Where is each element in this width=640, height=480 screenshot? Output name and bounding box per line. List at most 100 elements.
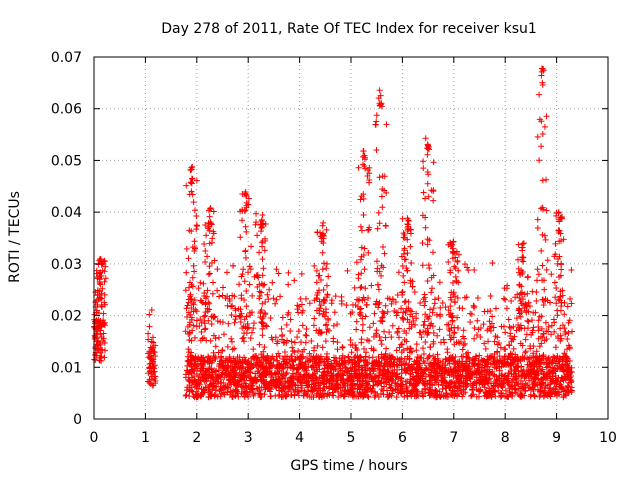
data-point — [261, 391, 268, 398]
data-point — [228, 335, 235, 342]
data-point — [533, 297, 540, 304]
data-point — [474, 365, 481, 372]
data-point — [273, 382, 280, 389]
data-point — [229, 302, 236, 309]
data-point — [362, 371, 369, 378]
data-point — [481, 392, 488, 399]
data-point — [495, 387, 502, 394]
data-point — [295, 328, 302, 335]
data-point — [406, 364, 413, 371]
x-tick-label: 8 — [501, 430, 510, 446]
data-point — [94, 307, 101, 314]
data-point — [445, 321, 452, 328]
data-point — [537, 368, 544, 375]
data-point — [415, 392, 422, 399]
data-point — [92, 351, 99, 358]
data-point — [183, 182, 190, 189]
data-point — [102, 263, 109, 270]
data-point — [223, 269, 230, 276]
data-point — [98, 261, 105, 268]
data-point — [507, 350, 514, 357]
data-point — [274, 338, 281, 345]
data-point — [476, 352, 483, 359]
data-point — [316, 362, 323, 369]
data-point — [434, 332, 441, 339]
data-point — [241, 393, 248, 400]
data-point — [229, 393, 236, 400]
data-point — [328, 297, 335, 304]
data-point — [519, 384, 526, 391]
data-point — [202, 258, 209, 265]
data-point — [322, 338, 329, 345]
data-point — [484, 391, 491, 398]
data-point — [323, 383, 330, 390]
data-point — [232, 313, 239, 320]
data-point — [150, 339, 157, 346]
data-point — [545, 323, 552, 330]
data-point — [215, 374, 222, 381]
data-point — [200, 280, 207, 287]
data-point — [481, 340, 488, 347]
data-point — [331, 309, 338, 316]
data-point — [183, 269, 190, 276]
data-point — [424, 355, 431, 362]
data-point — [323, 260, 330, 267]
data-point — [203, 374, 210, 381]
data-point — [298, 382, 305, 389]
data-point — [214, 266, 221, 273]
data-point — [342, 358, 349, 365]
data-point — [226, 353, 233, 360]
data-point — [242, 254, 249, 261]
data-point — [191, 247, 198, 254]
data-point — [486, 369, 493, 376]
data-point — [553, 380, 560, 387]
data-point — [316, 326, 323, 333]
data-point — [198, 362, 205, 369]
data-point — [328, 370, 335, 377]
data-point — [569, 328, 576, 335]
data-point — [437, 311, 444, 318]
data-point — [549, 358, 556, 365]
data-point — [256, 384, 263, 391]
data-point — [386, 329, 393, 336]
data-point — [201, 334, 208, 341]
data-point — [529, 327, 536, 334]
data-point — [314, 368, 321, 375]
data-point — [390, 361, 397, 368]
data-point — [389, 377, 396, 384]
data-point — [293, 369, 300, 376]
data-point — [309, 362, 316, 369]
data-point — [298, 301, 305, 308]
data-point — [302, 339, 309, 346]
data-point — [188, 166, 195, 173]
data-point — [251, 320, 258, 327]
data-point — [376, 361, 383, 368]
data-point — [197, 279, 204, 286]
data-point — [311, 262, 318, 269]
data-point — [460, 333, 467, 340]
data-point — [207, 337, 214, 344]
data-point — [496, 378, 503, 385]
data-point — [343, 375, 350, 382]
data-point — [282, 370, 289, 377]
data-point — [310, 381, 317, 388]
data-point — [279, 314, 286, 321]
data-point — [548, 390, 555, 397]
data-point — [506, 342, 513, 349]
data-point — [409, 390, 416, 397]
data-point — [230, 379, 237, 386]
data-point — [464, 377, 471, 384]
data-point — [320, 393, 327, 400]
data-point — [390, 354, 397, 361]
data-point — [350, 393, 357, 400]
data-point — [376, 368, 383, 375]
data-point — [233, 360, 240, 367]
x-tick-label: 3 — [244, 430, 253, 446]
data-point — [217, 386, 224, 393]
data-point — [234, 382, 241, 389]
data-point — [513, 364, 520, 371]
data-point — [285, 281, 292, 288]
data-point — [326, 363, 333, 370]
data-point — [248, 375, 255, 382]
data-point — [369, 385, 376, 392]
